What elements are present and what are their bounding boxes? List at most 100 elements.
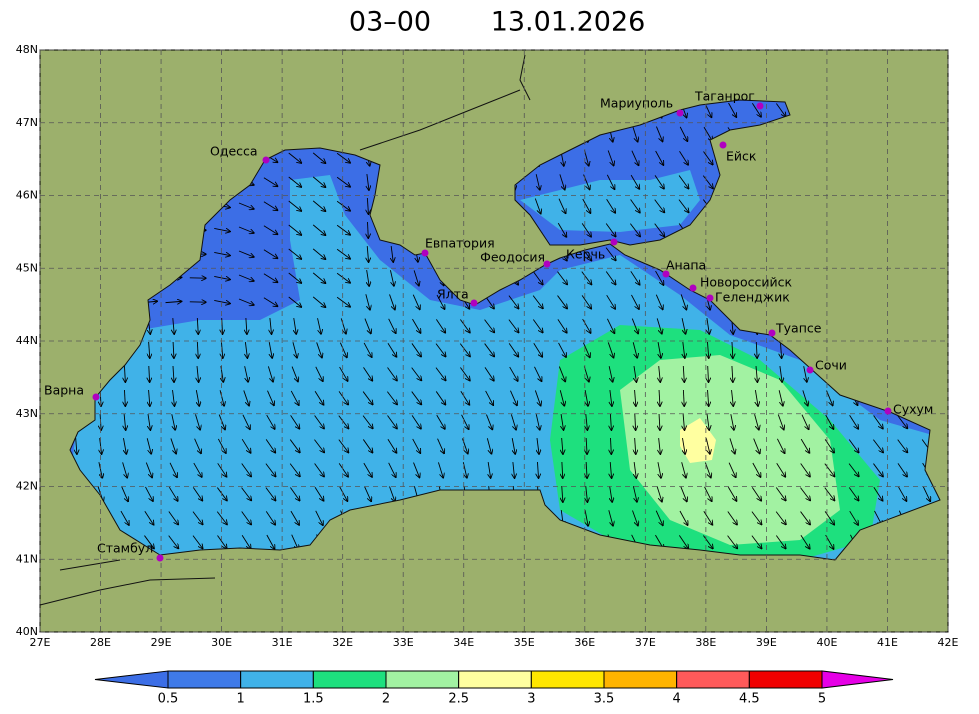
lon-tick-label: 41E <box>877 636 898 649</box>
arrow <box>485 390 494 405</box>
arrow <box>245 342 247 358</box>
lat-tick-label: 42N <box>16 480 38 493</box>
arrow <box>263 273 278 282</box>
arrow <box>800 535 810 548</box>
arrow <box>656 126 662 142</box>
arrow <box>312 176 325 187</box>
arrow <box>825 414 834 429</box>
arrow <box>173 341 174 358</box>
arrow <box>367 197 368 214</box>
arrow <box>315 510 323 525</box>
arrow <box>149 389 150 406</box>
arrow <box>683 365 684 382</box>
arrow <box>146 438 151 453</box>
arrow <box>263 249 278 258</box>
arrow <box>778 390 783 406</box>
arrow <box>197 317 198 334</box>
colorbar: 0.5 1 1.5 2 2.5 3 3.5 4 4.5 5 <box>94 670 894 707</box>
arrow <box>122 462 128 477</box>
arrow <box>534 390 540 405</box>
arrow <box>314 486 324 501</box>
arrow <box>606 294 615 309</box>
arrow <box>557 271 567 285</box>
arrow <box>634 366 636 382</box>
arrow <box>435 391 445 404</box>
arrow <box>338 391 348 404</box>
arrow <box>679 126 687 141</box>
arrow <box>216 511 227 525</box>
arrow <box>557 319 567 332</box>
arrow <box>459 343 470 357</box>
city-label: Сухум <box>893 402 933 417</box>
arrow <box>367 245 368 262</box>
arrow <box>558 198 566 214</box>
arrow <box>244 366 248 382</box>
lat-tick-label: 40N <box>16 625 38 638</box>
city-dot <box>884 407 892 415</box>
arrow <box>412 438 421 453</box>
arrow <box>780 366 782 382</box>
arrow <box>486 414 492 430</box>
arrow <box>848 439 858 453</box>
city-dot <box>676 109 684 117</box>
arrow <box>364 318 371 334</box>
arrow <box>192 487 202 500</box>
arrow <box>635 413 636 430</box>
arrow <box>269 342 272 358</box>
arrow <box>314 415 324 429</box>
arrow <box>679 151 689 165</box>
arrow <box>606 174 614 189</box>
arrow <box>289 439 300 453</box>
arrow <box>336 224 350 234</box>
arrow <box>288 176 302 187</box>
arrow <box>168 535 179 549</box>
arrow <box>756 365 757 382</box>
arrow <box>873 463 882 477</box>
arrow <box>777 414 784 429</box>
arrow <box>436 414 445 429</box>
arrow <box>898 486 907 501</box>
lon-tick-label: 30E <box>211 636 232 649</box>
colorbar-label: 3.5 <box>594 692 615 707</box>
lat-tick-label: 47N <box>16 116 38 129</box>
arrow <box>532 271 542 285</box>
arrow <box>315 366 323 381</box>
arrow <box>897 415 908 429</box>
arrow <box>149 365 150 382</box>
arrow <box>582 318 591 333</box>
arrow <box>632 510 637 525</box>
arrow <box>708 389 709 406</box>
arrow <box>655 510 663 526</box>
arrow <box>632 486 637 502</box>
arrow <box>241 487 252 501</box>
arrow <box>238 274 254 281</box>
arrow <box>170 438 176 453</box>
arrow <box>708 365 709 382</box>
arrow <box>121 486 128 502</box>
arrow <box>873 415 883 428</box>
arrow <box>632 126 638 141</box>
arrow <box>732 389 734 406</box>
lon-tick-label: 39E <box>756 636 777 649</box>
arrow <box>412 294 420 310</box>
arrow <box>413 270 419 285</box>
arrow <box>364 486 372 502</box>
colorbar-label: 3 <box>527 692 535 707</box>
lon-tick-label: 32E <box>332 636 353 649</box>
arrow <box>659 413 660 430</box>
arrow <box>508 295 519 309</box>
arrow <box>340 318 346 333</box>
arrow <box>435 367 446 381</box>
arrow <box>683 438 686 454</box>
arrow <box>145 462 152 478</box>
arrow <box>312 224 325 235</box>
arrow <box>659 437 661 454</box>
arrow <box>848 487 858 500</box>
arrow <box>703 535 712 549</box>
arrow <box>437 438 445 454</box>
arrow <box>461 414 469 429</box>
arrow <box>681 318 685 334</box>
arrow <box>631 294 638 309</box>
arrow <box>144 511 154 524</box>
